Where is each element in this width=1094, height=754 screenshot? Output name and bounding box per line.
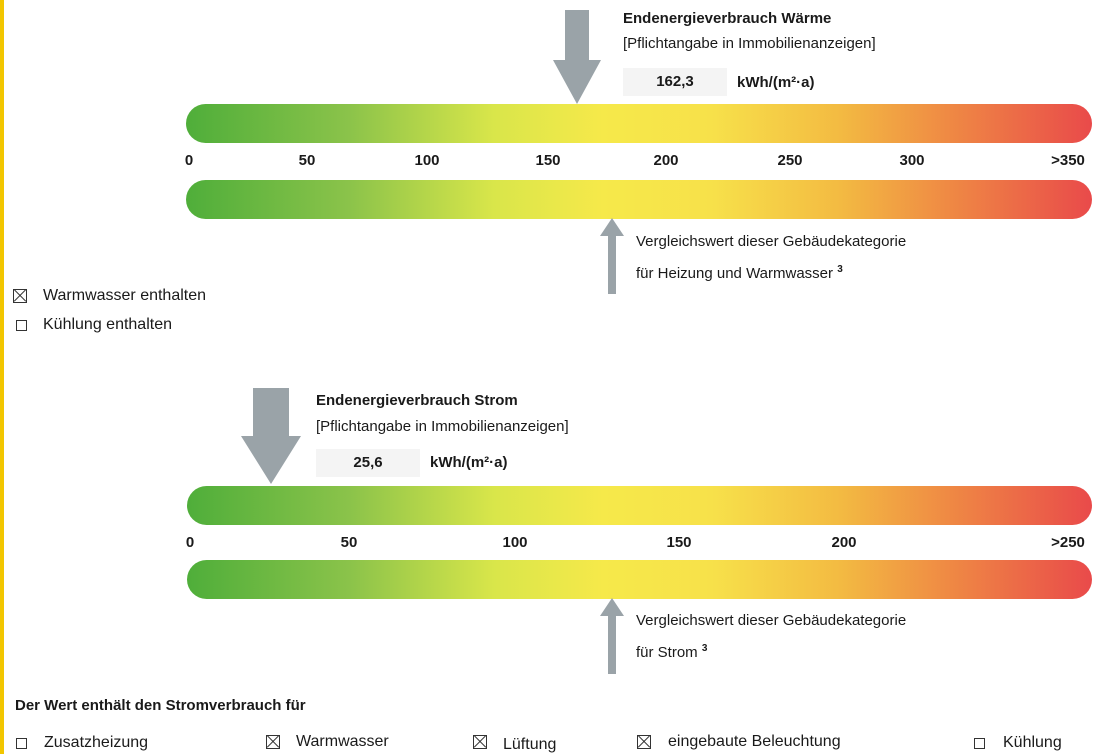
power-usage-heading: Der Wert enthält den Stromverbrauch für — [15, 697, 306, 714]
heat-tick: 200 — [653, 152, 679, 169]
heat-tick: 150 — [535, 152, 561, 169]
power-tick: 50 — [340, 534, 358, 551]
heat-unit: kWh/(m²·a) — [737, 74, 815, 91]
power-title: Endenergieverbrauch Strom — [316, 392, 518, 409]
footnote-marker: 3 — [701, 643, 708, 654]
power-tick: 200 — [831, 534, 857, 551]
page-edge-marker — [0, 0, 4, 754]
warmwasser-checkbox[interactable] — [13, 289, 27, 303]
zusatzheizung-checkbox[interactable] — [16, 738, 27, 749]
power-comparison-line2: für Strom 3 — [636, 643, 708, 661]
warmwasser-strom-checkbox[interactable] — [266, 735, 280, 749]
beleuchtung-label: eingebaute Beleuchtung — [668, 733, 841, 750]
kuehlung-strom-checkbox[interactable] — [974, 738, 985, 749]
heat-subtitle: [Pflichtangabe in Immobilienanzeigen] — [623, 35, 876, 52]
heat-value-arrow-icon — [553, 10, 601, 104]
power-comparison-arrow-icon — [600, 598, 624, 674]
heat-scale-bar-bottom — [186, 180, 1092, 219]
beleuchtung-checkbox[interactable] — [637, 735, 651, 749]
heat-comparison-line2: für Heizung und Warmwasser 3 — [636, 264, 843, 282]
power-scale-bar-top — [187, 486, 1092, 525]
heat-value: 162,3 — [623, 68, 727, 96]
power-tick: 150 — [666, 534, 692, 551]
warmwasser-strom-label: Warmwasser — [296, 733, 389, 750]
heat-scale-bar-top — [186, 104, 1092, 143]
lueftung-checkbox[interactable] — [473, 735, 487, 749]
heat-tick: 0 — [184, 152, 194, 169]
footnote-marker: 3 — [837, 264, 843, 275]
zusatzheizung-label: Zusatzheizung — [44, 734, 149, 751]
heat-tick: 100 — [414, 152, 440, 169]
power-unit: kWh/(m²·a) — [430, 454, 508, 471]
kuehlung-strom-label: Kühlung — [1003, 734, 1062, 751]
power-scale-bar-bottom — [187, 560, 1092, 599]
heat-comparison-arrow-icon — [600, 218, 624, 294]
power-subtitle: [Pflichtangabe in Immobilienanzeigen] — [316, 418, 569, 435]
power-tick: 0 — [185, 534, 195, 551]
heat-comparison-line1: Vergleichswert dieser Gebäudekategorie — [636, 233, 907, 250]
warmwasser-label: Warmwasser enthalten — [43, 287, 207, 304]
heat-tick: 300 — [899, 152, 925, 169]
heat-title: Endenergieverbrauch Wärme — [623, 10, 832, 27]
kuehlung-label: Kühlung enthalten — [43, 316, 172, 333]
power-tick: 100 — [502, 534, 528, 551]
heat-tick: 250 — [777, 152, 803, 169]
power-tick: >250 — [1051, 534, 1085, 551]
lueftung-label: Lüftung — [503, 736, 557, 753]
power-comparison-line1: Vergleichswert dieser Gebäudekategorie — [636, 612, 907, 629]
kuehlung-checkbox[interactable] — [16, 320, 27, 331]
power-value-arrow-icon — [241, 388, 301, 484]
heat-tick: >350 — [1051, 152, 1085, 169]
heat-tick: 50 — [298, 152, 316, 169]
power-value: 25,6 — [316, 449, 420, 477]
